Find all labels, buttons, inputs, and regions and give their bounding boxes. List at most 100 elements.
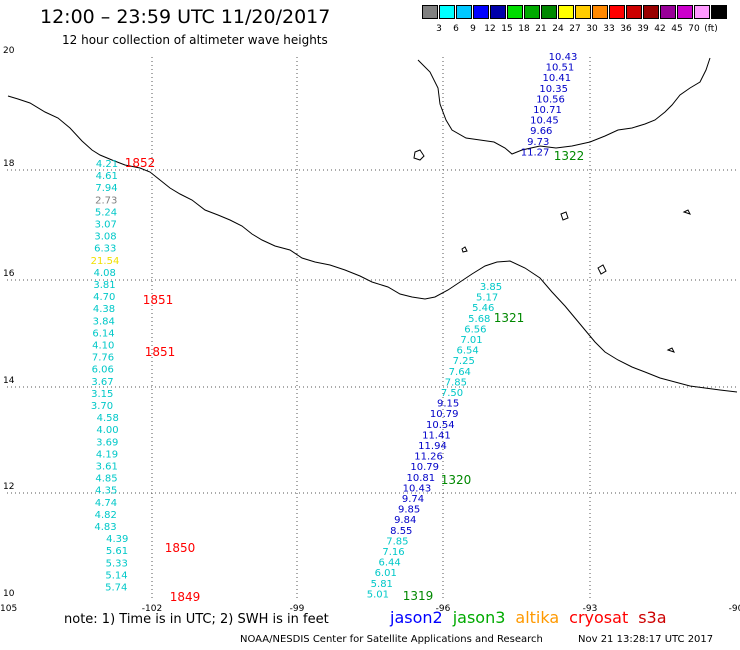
wave-height-label: 10.54 [426,420,455,431]
x-tick-label: -102 [142,604,162,614]
colorbar-swatch [711,5,727,19]
track-time-label: 1851 [145,345,176,359]
colorbar-label: 6 [453,24,459,34]
wave-height-label: 7.94 [95,183,117,194]
y-tick-label: 16 [3,269,15,279]
colorbar-swatch [490,5,506,19]
satellite-legend-item: s3a [638,608,667,627]
y-tick-label: 12 [3,482,14,492]
colorbar-label: 21 [535,24,547,34]
wave-height-label: 7.76 [92,353,114,364]
track-time-label: 1850 [165,541,196,555]
colorbar-swatch [609,5,625,19]
lake-1 [597,264,607,275]
wave-height-label: 5.68 [468,314,490,325]
wave-height-label: 10.56 [536,94,565,105]
y-tick-label: 18 [3,159,15,169]
wave-height-label: 10.71 [533,105,562,116]
wave-height-label: 10.45 [530,116,559,127]
colorbar-swatch [456,5,472,19]
wave-height-label: 4.08 [94,268,116,279]
track-time-label: 1319 [403,589,434,603]
island-3 [682,209,691,215]
wave-height-label: 10.35 [539,84,568,95]
wave-height-label: 9.85 [398,505,420,516]
island-1 [560,211,569,221]
colorbar-swatch [422,5,438,19]
wave-height-label: 5.61 [106,546,128,557]
colorbar-label: 33 [603,24,615,34]
wave-height-label: 4.85 [95,474,117,485]
wave-height-label: 7.85 [386,536,408,547]
satellite-legend-item: jason3 [452,608,506,627]
wave-height-label: 5.81 [371,579,393,590]
coastline [7,57,738,393]
track-time-label: 1852 [125,156,156,170]
satellite-legend-item: cryosat [569,608,629,627]
wave-height-label: 10.51 [546,63,575,74]
wave-height-label: 3.08 [94,232,116,243]
x-tick-label: -90 [729,604,740,614]
wave-height-label: 3.70 [91,401,113,412]
colorbar-label: 18 [518,24,530,34]
colorbar-label: 36 [620,24,632,34]
wave-height-label: 3.15 [91,389,113,400]
island-2 [461,246,468,253]
wave-height-label: 11.41 [422,430,451,441]
wave-height-label: 6.14 [92,328,114,339]
colorbar-label: 42 [654,24,666,34]
wave-height-label: 5.33 [106,558,128,569]
wave-height-label: 4.38 [93,304,115,315]
colorbar-label: 39 [637,24,649,34]
wave-height-label: 7.01 [460,335,482,346]
wave-height-label: 7.64 [449,367,471,378]
satellite-legend-item: jason2 [390,608,443,627]
track-time-label: 1851 [143,293,174,307]
wave-height-label: 7.25 [453,356,475,367]
colorbar-label: (ft) [704,24,718,34]
map-note: note: 1) Time is in UTC; 2) SWH is in fe… [64,612,329,627]
track-time-label: 1320 [441,473,472,487]
wave-height-label: 5.01 [367,589,389,600]
wave-height-label: 10.43 [403,483,432,494]
map-subtitle: 12 hour collection of altimeter wave hei… [62,33,328,47]
wave-height-label: 10.81 [406,473,435,484]
wave-height-label: 9.73 [527,137,549,148]
wave-height-label: 10.43 [549,52,578,63]
colorbar-label: 27 [569,24,581,34]
colorbar-label: 12 [484,24,496,34]
wave-height-label: 6.56 [464,324,486,335]
wave-height-label: 4.83 [94,522,116,533]
wave-height-label: 3.61 [96,462,118,473]
y-tick-label: 20 [3,46,15,56]
colorbar-label: 45 [671,24,683,34]
lat-lon-grid: -105 -102 -99 -96 -93 -90 20 18 16 14 12 10 [0,46,740,614]
colorbar-label: 70 [688,24,700,34]
colorbar-swatch [626,5,642,19]
colorbar-label: 9 [470,24,476,34]
wave-height-label: 3.67 [91,377,113,388]
colorbar-label: 24 [552,24,564,34]
colorbar-swatch [643,5,659,19]
colorbar-swatch [473,5,489,19]
wave-height-label: 4.82 [95,510,117,521]
wave-height-label: 9.74 [402,494,424,505]
colorbar-label: 15 [501,24,513,34]
wave-height-label: 21.54 [91,256,120,267]
colorbar-label: 3 [436,24,442,34]
wave-height-label: 6.44 [378,558,400,569]
footer-timestamp: Nov 21 13:28:17 UTC 2017 [578,634,714,645]
wave-height-label: 11.94 [418,441,447,452]
x-tick-label: -99 [290,604,305,614]
wave-height-label: 6.54 [456,346,478,357]
colorbar-swatch [677,5,693,19]
track-time-label: 1849 [170,590,201,604]
wave-height-label: 9.66 [530,126,552,137]
island-4 [666,347,675,353]
colorbar-swatch [694,5,710,19]
map-title: 12:00 – 23:59 UTC 11/20/2017 [40,6,331,28]
colorbar-swatch [541,5,557,19]
wave-height-label: 4.61 [96,171,118,182]
wave-height-label: 7.85 [445,377,467,388]
